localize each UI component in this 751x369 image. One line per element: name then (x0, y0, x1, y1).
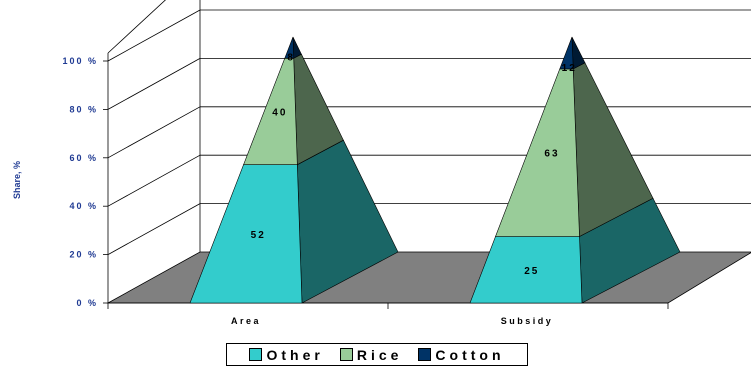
category-label-subsidy: Subsidy (501, 316, 554, 326)
legend-swatch-other (249, 348, 263, 361)
legend: Other Rice Cotton (226, 343, 528, 366)
category-labels: Area Subsidy (107, 303, 669, 326)
legend-label-rice: Rice (356, 346, 403, 363)
legend-item-rice: Rice (339, 346, 403, 363)
pyramid-area: 52 40 8 (189, 36, 399, 304)
data-label-other-area: 52 (251, 230, 266, 241)
gridline-side (107, 9, 201, 62)
data-label-cotton-area: 8 (287, 52, 295, 63)
y-tick-label: 20 % (69, 250, 98, 260)
legend-label-cotton: Cotton (435, 346, 505, 363)
legend-item-cotton: Cotton (418, 347, 504, 363)
pyramid-subsidy: 25 63 12 (469, 36, 681, 304)
category-label-area: Area (231, 316, 261, 326)
y-tick-label: 0 % (76, 298, 98, 308)
y-tick-label: 60 % (69, 153, 98, 163)
y-tick-label: 40 % (69, 201, 98, 211)
gridline-side (107, 203, 201, 255)
legend-item-other: Other (249, 347, 323, 363)
y-axis-label: Share, % (12, 161, 22, 199)
legend-swatch-cotton (418, 348, 432, 361)
data-label-other-subsidy: 25 (524, 266, 539, 277)
side-wall-top (107, 0, 166, 54)
data-label-cotton-subsidy: 12 (562, 63, 577, 74)
pyramid-segment-cotton-area (284, 36, 295, 59)
pyramid-chart: 0 % 20 % 40 % 60 % 80 % 100 % Share, % 52 40 8 2… (12, 0, 751, 326)
gridline-side (107, 58, 201, 110)
pyramid-segment-cotton-subsidy (559, 36, 574, 70)
legend-label-other: Other (266, 346, 324, 363)
pyramid-segment-other-area (189, 164, 303, 304)
data-label-rice-subsidy: 63 (544, 149, 559, 160)
y-tick-label: 80 % (69, 104, 98, 114)
y-tick-labels: 0 % 20 % 40 % 60 % 80 % 100 % (62, 56, 98, 308)
pyramid-segment-rice-area (243, 57, 298, 165)
gridline-side (107, 106, 201, 159)
pyramids: 52 40 8 25 63 12 (189, 36, 681, 304)
legend-swatch-rice (339, 348, 353, 361)
pyramid-segment-rice-subsidy (495, 68, 580, 237)
data-label-rice-area: 40 (272, 107, 287, 118)
y-tick-label: 100 % (62, 56, 98, 66)
gridline-side (107, 154, 201, 207)
